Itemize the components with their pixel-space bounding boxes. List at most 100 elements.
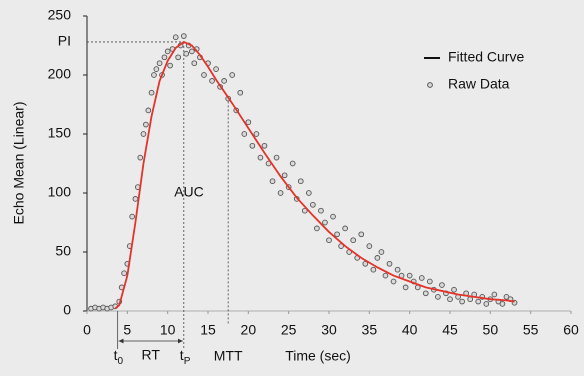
raw-data-point: [475, 298, 482, 305]
raw-data-point: [406, 272, 413, 279]
raw-data-point: [422, 290, 429, 297]
raw-data-point: [148, 89, 155, 96]
raw-data-point: [237, 89, 244, 96]
x-tick-label: 10: [160, 322, 176, 338]
raw-data-point: [229, 72, 236, 78]
raw-data-point: [180, 33, 187, 39]
x-tick-label: 25: [281, 322, 297, 338]
raw-data-point: [447, 296, 453, 303]
raw-data-point: [143, 121, 149, 128]
tp-sub: P: [184, 356, 191, 367]
raw-data-point: [164, 48, 171, 55]
raw-data-point: [350, 237, 357, 244]
legend-label: Raw Data: [448, 76, 510, 92]
raw-data-point: [132, 196, 139, 202]
raw-data-point: [305, 190, 312, 196]
raw-data-point: [322, 219, 328, 226]
legend-swatch: [427, 82, 433, 88]
raw-data-point: [426, 278, 433, 285]
raw-data-point: [326, 237, 332, 244]
y-tick-label: 0: [63, 302, 71, 318]
y-tick-label: 200: [48, 66, 72, 82]
rt-label: RT: [142, 347, 161, 363]
t0-sub: 0: [118, 356, 124, 367]
raw-data-point: [378, 249, 385, 255]
raw-data-point: [191, 60, 198, 67]
raw-data-point: [156, 60, 163, 67]
raw-data-point: [161, 54, 168, 61]
raw-data-point: [221, 78, 227, 84]
x-axis-label: Time (sec): [285, 348, 351, 364]
x-tick-label: 5: [123, 322, 131, 338]
raw-data-point: [201, 72, 207, 78]
raw-data-point: [249, 142, 256, 149]
t0-label: t0: [114, 347, 124, 367]
raw-data-point: [370, 266, 377, 273]
x-tick-label: 40: [402, 322, 418, 338]
fitted-curve: [114, 40, 515, 310]
raw-data-point: [439, 282, 445, 288]
raw-data-point: [503, 293, 510, 300]
raw-data-point: [394, 266, 401, 273]
x-tick-label: 60: [563, 322, 579, 338]
raw-data-point: [318, 207, 324, 214]
raw-data-point: [382, 272, 389, 279]
raw-data-point: [451, 286, 457, 293]
raw-data-point: [269, 178, 276, 185]
raw-data-point: [491, 291, 498, 298]
t0-base: t: [114, 347, 118, 363]
raw-data-point: [140, 131, 147, 137]
tp-base: t: [180, 347, 184, 363]
raw-data-point: [151, 72, 157, 78]
x-tick-label: 0: [83, 322, 91, 338]
raw-data-point: [310, 201, 316, 208]
raw-data-point: [390, 278, 397, 285]
raw-data-point: [257, 154, 264, 161]
raw-data-point: [418, 275, 425, 281]
raw-data-point: [402, 284, 409, 291]
legend-label: Fitted Curve: [448, 49, 524, 65]
raw-data-point: [277, 190, 284, 196]
raw-data-point: [261, 142, 268, 149]
x-tick-label: 55: [523, 322, 539, 338]
raw-data-point: [281, 172, 288, 179]
x-tick-label: 15: [200, 322, 216, 338]
raw-data-point: [121, 270, 127, 277]
auc-label: AUC: [174, 184, 204, 200]
raw-data-point: [153, 66, 160, 72]
raw-data-point: [209, 78, 215, 84]
raw-data-point: [245, 119, 252, 126]
raw-data-point: [358, 231, 365, 238]
pi-label: PI: [58, 33, 71, 49]
raw-data-point: [314, 225, 320, 232]
x-tick-label: 45: [442, 322, 458, 338]
y-tick-label: 50: [55, 243, 71, 259]
raw-data-point: [145, 107, 152, 114]
raw-data-point: [334, 231, 340, 238]
raw-data-point: [374, 255, 381, 261]
raw-data-point: [241, 131, 248, 137]
mtt-label: MTT: [214, 348, 243, 364]
raw-data-point: [183, 50, 190, 57]
y-axis-label: Echo Mean (Linear): [11, 102, 27, 225]
x-tick-label: 35: [362, 322, 378, 338]
tp-label: tP: [180, 347, 191, 367]
raw-data-point: [297, 178, 304, 185]
raw-data-point: [137, 154, 144, 161]
raw-data-point: [435, 293, 441, 300]
raw-data-point: [342, 225, 348, 232]
y-tick-label: 150: [48, 125, 72, 141]
raw-data-point: [301, 207, 308, 214]
raw-data-point: [213, 66, 219, 72]
raw-data-point: [386, 260, 393, 267]
raw-data-point: [172, 34, 179, 41]
raw-data-point: [483, 301, 490, 307]
raw-data-point: [167, 62, 173, 69]
raw-data-point: [499, 301, 506, 307]
raw-data-point: [175, 54, 182, 61]
raw-data-point: [330, 213, 336, 220]
raw-data-point: [362, 260, 369, 267]
raw-data-point: [467, 296, 474, 303]
